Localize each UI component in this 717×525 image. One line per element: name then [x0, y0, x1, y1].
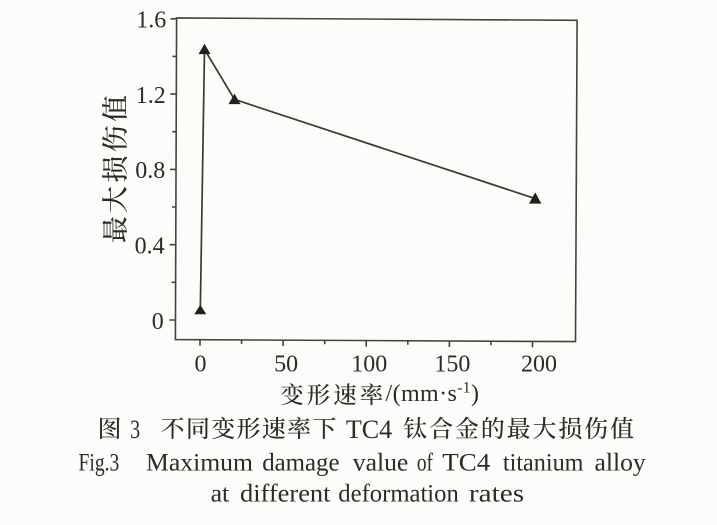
svg-text:Fig.3: Fig.3 — [79, 448, 120, 477]
svg-text:of: of — [417, 448, 433, 477]
svg-text:/(mm·s-1): /(mm·s-1) — [386, 380, 480, 408]
svg-text:value: value — [353, 448, 409, 477]
svg-text:1.2: 1.2 — [136, 83, 166, 109]
svg-text:Maximum: Maximum — [146, 448, 253, 477]
svg-text:0.4: 0.4 — [135, 234, 165, 260]
svg-text:titanium: titanium — [503, 448, 584, 477]
svg-text:100: 100 — [351, 352, 387, 378]
svg-text:damage: damage — [262, 448, 339, 477]
svg-text:TC4: TC4 — [442, 448, 490, 477]
svg-text:TC4: TC4 — [346, 415, 392, 444]
svg-text:1.6: 1.6 — [136, 8, 166, 34]
svg-text:alloy: alloy — [595, 448, 646, 477]
svg-text:rates: rates — [469, 479, 524, 508]
svg-text:at: at — [211, 479, 230, 508]
svg-text:50: 50 — [274, 352, 298, 378]
svg-text:different: different — [240, 479, 331, 508]
svg-text:200: 200 — [521, 352, 557, 378]
svg-text:150: 150 — [434, 352, 470, 378]
svg-text:0.8: 0.8 — [135, 158, 165, 184]
svg-text:0: 0 — [152, 309, 164, 335]
svg-text:0: 0 — [195, 352, 207, 378]
svg-text:3: 3 — [130, 415, 140, 444]
svg-text:deformation: deformation — [338, 479, 459, 508]
